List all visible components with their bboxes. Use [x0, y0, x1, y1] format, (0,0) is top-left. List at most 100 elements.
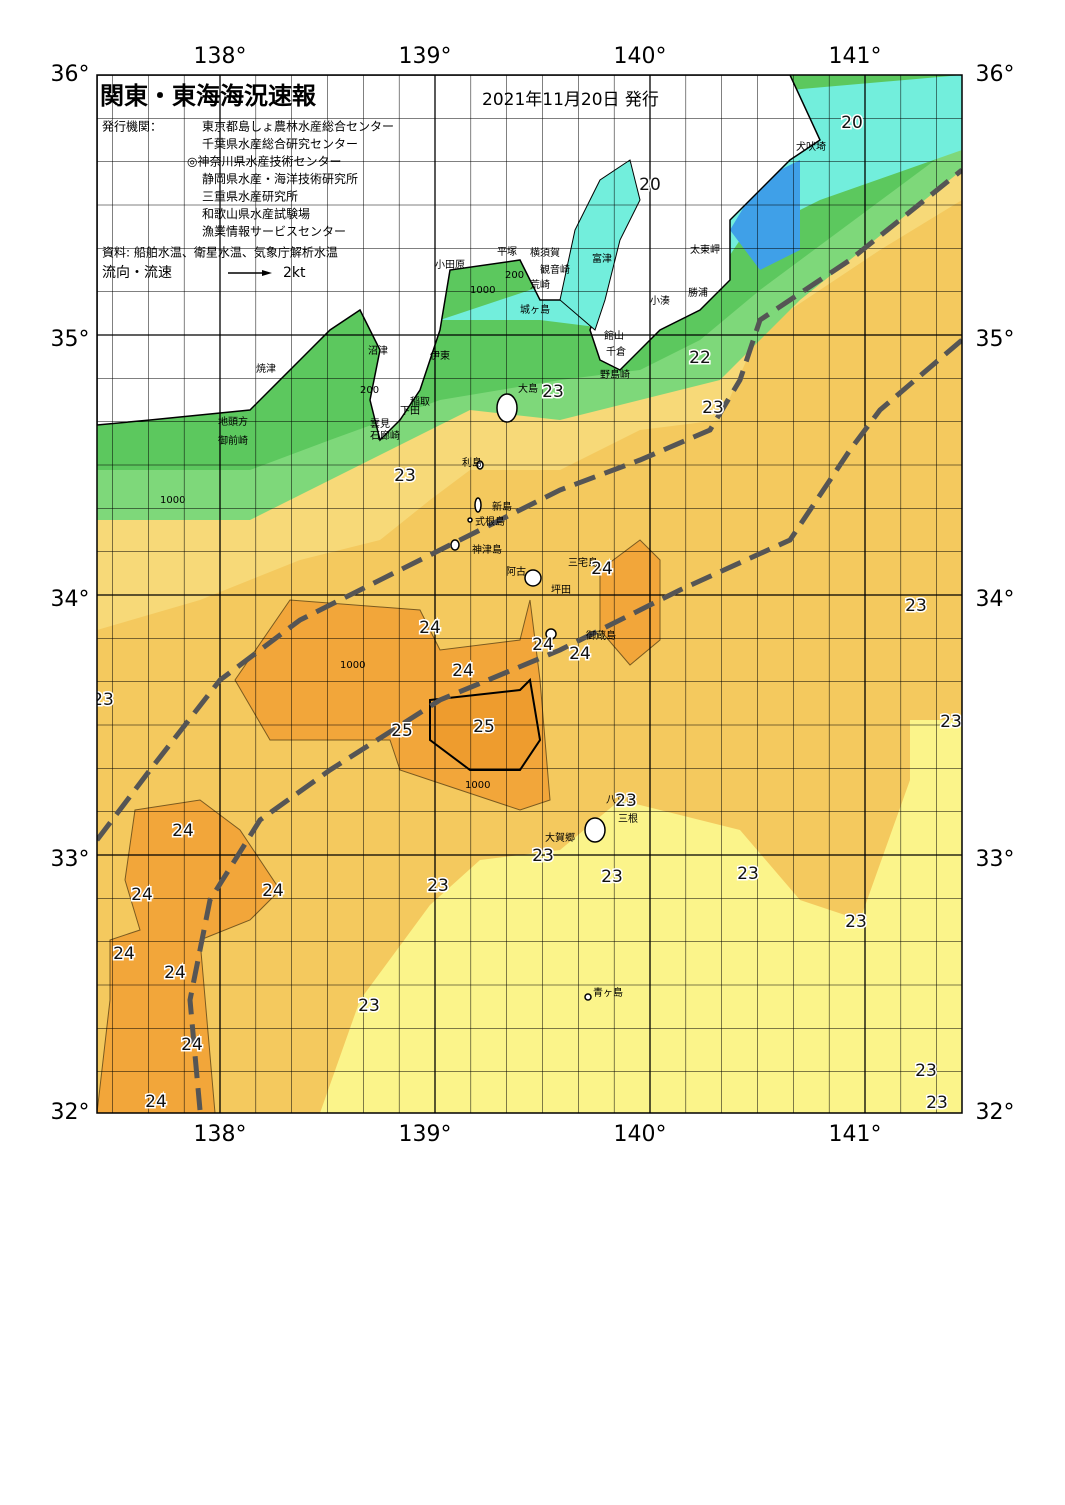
lat-label-right: 35° [976, 327, 1015, 352]
issuer: 東京都島しょ農林水産総合センター [202, 119, 394, 134]
isotherm-label: 24 [113, 944, 135, 964]
isotherm-label: 23 [737, 864, 759, 884]
place-name: 大賀郷 [545, 831, 575, 844]
place-name: 地頭方 [218, 415, 248, 428]
place-name: 小田原 [435, 259, 465, 271]
place-name: 式根島 [475, 515, 505, 528]
place-name: 青ヶ島 [593, 986, 623, 999]
tokyo-bay [559, 159, 641, 331]
place-name: 八丈島 [606, 793, 636, 806]
lat-label-left: 32° [51, 1100, 90, 1125]
place-name: 坪田 [551, 583, 571, 596]
sea-24 [97, 539, 661, 1113]
place-name: 沼津 [368, 344, 388, 357]
isotherm-label: 23 [926, 1093, 948, 1113]
isobath-label: 1000 [340, 660, 365, 671]
place-name: 御蔵島 [586, 629, 616, 642]
issuer: 三重県水産研究所 [202, 189, 298, 204]
place-name: 横須賀 [530, 246, 560, 259]
isotherm-label: 23 [394, 466, 416, 486]
isotherm-label: 23 [915, 1061, 937, 1081]
isotherm-label: 23 [940, 712, 962, 732]
isotherm-label: 24 [569, 644, 591, 664]
place-name: 館山 [604, 329, 624, 342]
lon-label-bottom: 140° [614, 1122, 667, 1147]
isotherm-label: 23 [427, 876, 449, 896]
issuer: ◎神奈川県水産技術センター [187, 154, 341, 169]
place-name: 勝浦 [688, 286, 708, 299]
place-name: 三根 [618, 812, 638, 825]
place-name: 石廊崎 [370, 429, 400, 442]
lon-label-bottom: 138° [194, 1122, 247, 1147]
place-name: 雲見 [370, 418, 390, 430]
title: 関東・東海海況速報 [100, 82, 317, 110]
place-name: 千倉 [606, 345, 626, 358]
isotherm-label: 25 [391, 721, 413, 741]
sea-23 [320, 720, 962, 1113]
isobath-label: 1000 [465, 780, 490, 791]
lat-label-left: 33° [51, 847, 90, 872]
issuers-label: 発行機関： [102, 119, 162, 134]
place-name: 観音崎 [540, 263, 570, 276]
isotherm-label: 24 [452, 661, 474, 681]
isotherm-label: 24 [262, 881, 284, 901]
isotherm-label: 24 [181, 1035, 203, 1055]
lat-label-left: 34° [51, 587, 90, 612]
isotherm-label: 24 [131, 885, 153, 905]
isobath-label: 200 [505, 270, 524, 281]
isotherm-label: 23 [542, 382, 564, 402]
lat-label-right: 33° [976, 847, 1015, 872]
place-name: 焼津 [256, 363, 276, 375]
legend-arrowhead [262, 270, 272, 276]
legend-scale: 2kt [283, 265, 306, 281]
place-name: 利島 [462, 456, 482, 469]
place-name: 富津 [592, 252, 612, 265]
place-name: 城ヶ島 [520, 303, 550, 316]
isotherm-label: 23 [358, 996, 380, 1016]
kuroshio [97, 168, 962, 1111]
place-name: 大島 [518, 382, 538, 395]
place-name: 下田 [400, 406, 420, 417]
lat-label-left: 35° [51, 327, 90, 352]
place-name: 平塚 [497, 246, 517, 258]
lon-label-top: 138° [194, 44, 247, 69]
issuer: 千葉県水産総合研究センター [202, 136, 358, 151]
lon-label-top: 141° [829, 44, 882, 69]
place-name: 稲取 [410, 396, 430, 408]
isotherm-label: 24 [591, 559, 613, 579]
lon-label-top: 140° [614, 44, 667, 69]
lat-label-right: 36° [976, 62, 1015, 87]
place-name: 神津島 [472, 543, 502, 556]
map-frame [96, 74, 963, 1114]
place-name: 阿古 [506, 565, 526, 578]
place-name: 三宅島 [568, 556, 598, 569]
place-name: 太東岬 [690, 243, 720, 256]
isotherm-label: 20 [639, 175, 661, 195]
isotherm-label: 23 [615, 791, 637, 811]
place-name: 伊東 [430, 349, 450, 362]
isotherm-label: 23 [905, 596, 927, 616]
isotherm-label: 24 [419, 618, 441, 638]
isobath-label: 200 [360, 385, 379, 396]
lat-label-left: 36° [51, 62, 90, 87]
land [97, 75, 821, 442]
place-name: 野島崎 [600, 368, 630, 381]
lon-label-bottom: 141° [829, 1122, 882, 1147]
place-name: 犬吠埼 [796, 140, 826, 153]
isotherm-label: 20 [841, 113, 863, 133]
isotherm-label: 24 [172, 821, 194, 841]
issuer: 静岡県水産・海洋技術研究所 [202, 171, 358, 186]
isotherm-label: 23 [601, 867, 623, 887]
isotherm-label: 23 [92, 690, 114, 710]
islands [450, 393, 606, 1001]
isotherm-label: 24 [145, 1092, 167, 1112]
lon-label-top: 139° [399, 44, 452, 69]
isotherm-label: 24 [532, 635, 554, 655]
place-name: 荒崎 [530, 278, 550, 291]
isotherm-label: 23 [702, 398, 724, 418]
lat-label-right: 34° [976, 587, 1015, 612]
place-name: 小湊 [650, 294, 670, 307]
